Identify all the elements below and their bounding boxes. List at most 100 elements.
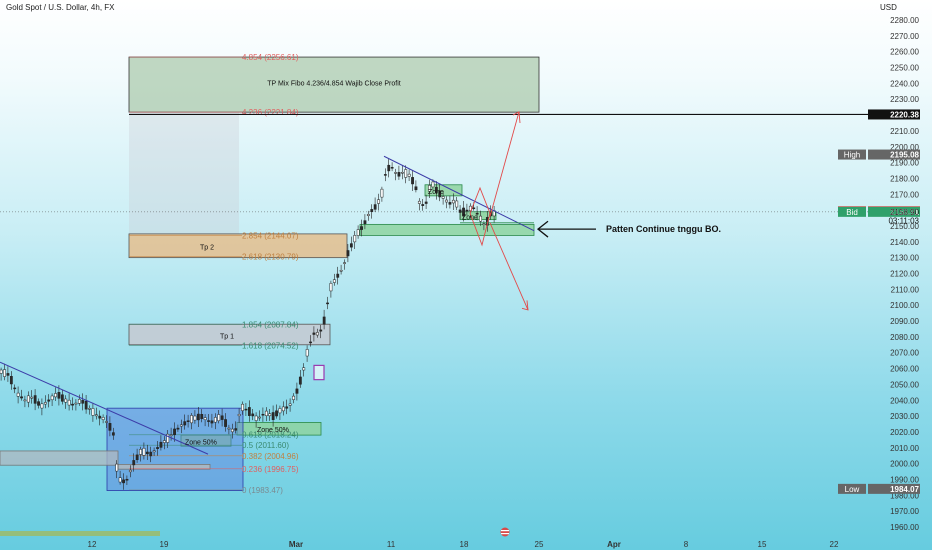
candle-body	[288, 403, 292, 406]
projection-down-arrowhead	[521, 300, 529, 311]
candle-body	[475, 212, 479, 215]
candle-body	[173, 428, 176, 436]
candle-body	[125, 478, 129, 481]
candle-body	[397, 172, 401, 177]
flag-stripe	[501, 533, 509, 535]
fib-label-2: 2.854 (2144.07)	[242, 231, 299, 240]
small-purple-box	[313, 364, 325, 381]
fib-label-0: 4.854 (2256.61)	[242, 53, 299, 62]
candle-body	[343, 262, 346, 264]
y-tick-label: 2010.00	[890, 444, 919, 453]
candle-body	[159, 441, 163, 448]
candle-body	[417, 200, 421, 204]
candle-body	[438, 190, 442, 198]
price-label-countdown: 03:11:03	[888, 216, 919, 225]
candle-body	[244, 408, 248, 411]
candle-body	[404, 169, 408, 178]
price-label-low: 1984.07	[890, 485, 919, 494]
candle-body	[434, 186, 438, 193]
price-tag-high: High	[844, 151, 860, 160]
candle-body	[421, 204, 425, 206]
candle-body	[162, 440, 166, 443]
candle-body	[261, 413, 265, 416]
candle-body	[407, 173, 411, 177]
candle-body	[309, 341, 312, 344]
projection-up-arrowhead	[512, 111, 521, 124]
symbol-title: Gold Spot / U.S. Dollar, 4h, FX	[6, 3, 115, 12]
candle-body	[479, 215, 482, 222]
candle-body	[91, 408, 95, 416]
x-tick-label: 8	[684, 540, 689, 549]
candle-body	[60, 394, 64, 402]
annotation-5: Zone 50%	[257, 427, 289, 434]
candle-body	[380, 188, 384, 198]
candle-body	[9, 376, 13, 385]
candle-body	[278, 408, 282, 414]
candle-body	[169, 434, 173, 436]
x-tick-label: 12	[88, 540, 97, 549]
candle-body	[353, 235, 357, 243]
price-label-bid: 2158.91	[890, 208, 919, 217]
x-tick-label: 18	[460, 540, 469, 549]
candle-body	[139, 449, 142, 455]
price-label-current-level: 2220.38	[890, 110, 919, 119]
flag-stripe	[501, 530, 509, 532]
candle-body	[217, 414, 221, 421]
price-label-bg-high	[868, 149, 920, 160]
x-tick-label: 15	[758, 540, 767, 549]
candle-body	[383, 174, 387, 176]
price-tag-bg-bid	[838, 206, 866, 217]
y-tick-label: 1990.00	[890, 475, 919, 484]
y-tick-label: 2190.00	[890, 159, 919, 168]
candle-body	[462, 207, 465, 217]
candle-body	[220, 415, 224, 420]
price-label-bg-current-level	[868, 109, 920, 120]
candle-body	[370, 209, 374, 212]
candle-body	[190, 415, 193, 424]
candle-body	[166, 433, 170, 443]
candle-body	[94, 414, 98, 417]
candle-body	[281, 406, 285, 412]
candle-body	[77, 399, 81, 404]
candle-body	[20, 396, 23, 399]
candle-body	[67, 399, 71, 406]
y-tick-label: 2250.00	[890, 64, 919, 73]
fib-label-5: 1.618 (2074.52)	[242, 342, 299, 351]
candle-body	[322, 316, 326, 325]
tp2-zone	[128, 233, 348, 259]
y-tick-label: 2040.00	[890, 396, 919, 405]
candle-body	[0, 369, 3, 374]
candle-body	[414, 186, 418, 191]
y-tick-label: 2000.00	[890, 460, 919, 469]
y-tick-label: 2150.00	[890, 222, 919, 231]
fib-label-7: 0.5 (2011.60)	[242, 441, 289, 450]
candle-body	[458, 209, 462, 213]
fib-label-9: 0.236 (1996.75)	[242, 465, 299, 474]
candle-body	[47, 399, 51, 402]
candle-body	[394, 172, 397, 174]
candle-body	[455, 200, 459, 208]
candle-body	[81, 400, 85, 404]
y-tick-label: 2180.00	[890, 174, 919, 183]
zone-50-left	[180, 434, 232, 447]
candle-body	[105, 421, 108, 423]
candle-body	[264, 410, 268, 416]
candle-body	[193, 415, 197, 421]
candle-body	[448, 202, 452, 205]
candle-body	[390, 167, 394, 169]
candle-body	[360, 226, 363, 230]
candle-body	[431, 181, 435, 188]
flag-circle	[500, 527, 510, 537]
x-tick-label: 11	[387, 540, 396, 549]
candle-body	[13, 387, 17, 390]
y-tick-label: 2080.00	[890, 333, 919, 342]
currency-label: USD	[880, 3, 897, 12]
event-flag-icon	[500, 527, 510, 537]
candle-body	[6, 373, 10, 376]
candle-body	[203, 417, 207, 420]
x-tick-label: 25	[535, 540, 544, 549]
candle-body	[108, 423, 112, 431]
price-label-bg-bid	[868, 206, 920, 217]
